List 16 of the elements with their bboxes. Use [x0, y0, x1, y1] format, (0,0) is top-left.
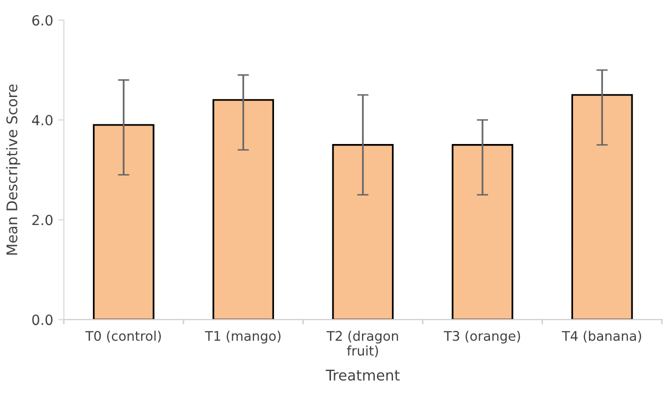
bar [452, 144, 514, 320]
bar [571, 94, 633, 320]
x-tick-label: T0 (control) [85, 330, 161, 342]
y-tick-label: 4.0 [32, 114, 52, 126]
y-tick-label: 2.0 [32, 214, 52, 226]
bar [92, 124, 154, 320]
bar [332, 144, 394, 320]
y-axis-title: Mean Descriptive Score [6, 84, 20, 255]
x-tick-label: T4 (banana) [562, 330, 642, 342]
bar [212, 99, 274, 320]
y-tick-label: 0.0 [32, 314, 52, 326]
x-tick-label: T3 (orange) [444, 330, 520, 344]
x-tick-label: T1 (mango) [204, 330, 280, 344]
y-tick-label: 6.0 [32, 15, 52, 26]
x-axis-title: Treatment [326, 370, 400, 381]
x-tick-label: T2 (dragon fruit) [326, 330, 398, 358]
